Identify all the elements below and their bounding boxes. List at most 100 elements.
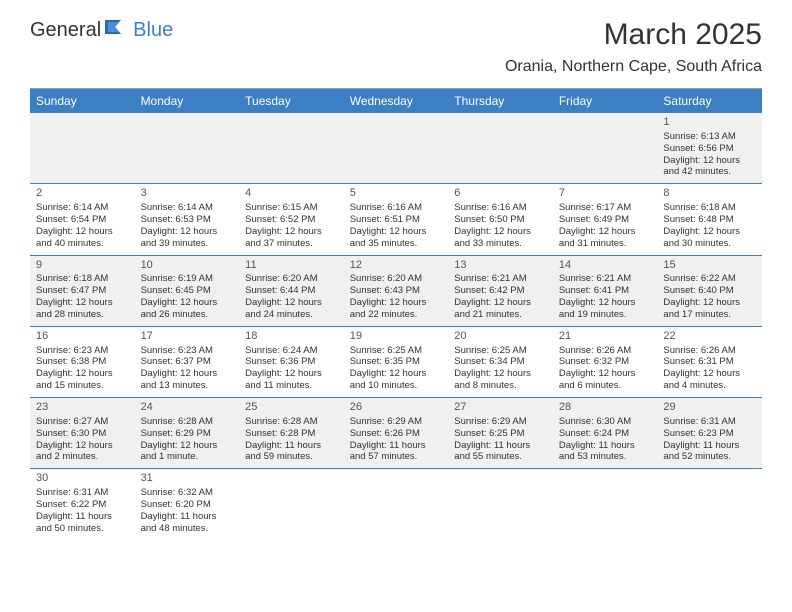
daylight-text: Daylight: 11 hours and 59 minutes. [245, 440, 338, 464]
sunset-text: Sunset: 6:20 PM [141, 499, 234, 511]
day-number: 12 [350, 259, 443, 273]
daylight-text: Daylight: 12 hours and 40 minutes. [36, 226, 129, 250]
day-cell-empty [135, 113, 240, 184]
sunset-text: Sunset: 6:42 PM [454, 285, 547, 297]
sunset-text: Sunset: 6:44 PM [245, 285, 338, 297]
sunset-text: Sunset: 6:24 PM [559, 428, 652, 440]
day-cell: 11Sunrise: 6:20 AMSunset: 6:44 PMDayligh… [239, 256, 344, 327]
week-row: 9Sunrise: 6:18 AMSunset: 6:47 PMDaylight… [30, 256, 762, 327]
daylight-text: Daylight: 12 hours and 24 minutes. [245, 297, 338, 321]
daylight-text: Daylight: 12 hours and 31 minutes. [559, 226, 652, 250]
sunset-text: Sunset: 6:52 PM [245, 214, 338, 226]
sunset-text: Sunset: 6:26 PM [350, 428, 443, 440]
daylight-text: Daylight: 12 hours and 15 minutes. [36, 368, 129, 392]
sunrise-text: Sunrise: 6:23 AM [141, 345, 234, 357]
day-cell-empty [344, 113, 449, 184]
day-number: 18 [245, 330, 338, 344]
day-number: 19 [350, 330, 443, 344]
day-number: 7 [559, 187, 652, 201]
sunrise-text: Sunrise: 6:13 AM [663, 131, 756, 143]
sunrise-text: Sunrise: 6:19 AM [141, 273, 234, 285]
day-number: 16 [36, 330, 129, 344]
sunset-text: Sunset: 6:45 PM [141, 285, 234, 297]
sunrise-text: Sunrise: 6:20 AM [350, 273, 443, 285]
day-header-cell: Sunday [30, 89, 135, 113]
day-cell: 16Sunrise: 6:23 AMSunset: 6:38 PMDayligh… [30, 327, 135, 398]
sunrise-text: Sunrise: 6:29 AM [350, 416, 443, 428]
logo-text-general: General [30, 19, 101, 42]
week-row: 16Sunrise: 6:23 AMSunset: 6:38 PMDayligh… [30, 327, 762, 398]
daylight-text: Daylight: 11 hours and 52 minutes. [663, 440, 756, 464]
daylight-text: Daylight: 12 hours and 21 minutes. [454, 297, 547, 321]
calendar: SundayMondayTuesdayWednesdayThursdayFrid… [30, 88, 762, 540]
day-cell: 8Sunrise: 6:18 AMSunset: 6:48 PMDaylight… [657, 184, 762, 255]
sunset-text: Sunset: 6:53 PM [141, 214, 234, 226]
day-cell: 14Sunrise: 6:21 AMSunset: 6:41 PMDayligh… [553, 256, 658, 327]
day-cell-empty [657, 469, 762, 539]
sunrise-text: Sunrise: 6:14 AM [36, 202, 129, 214]
sunrise-text: Sunrise: 6:27 AM [36, 416, 129, 428]
sunset-text: Sunset: 6:50 PM [454, 214, 547, 226]
day-cell: 12Sunrise: 6:20 AMSunset: 6:43 PMDayligh… [344, 256, 449, 327]
day-number: 27 [454, 401, 547, 415]
day-cell: 31Sunrise: 6:32 AMSunset: 6:20 PMDayligh… [135, 469, 240, 539]
sunrise-text: Sunrise: 6:23 AM [36, 345, 129, 357]
day-number: 4 [245, 187, 338, 201]
week-row: 1Sunrise: 6:13 AMSunset: 6:56 PMDaylight… [30, 113, 762, 184]
sunrise-text: Sunrise: 6:28 AM [141, 416, 234, 428]
sunset-text: Sunset: 6:43 PM [350, 285, 443, 297]
daylight-text: Daylight: 12 hours and 39 minutes. [141, 226, 234, 250]
day-cell: 9Sunrise: 6:18 AMSunset: 6:47 PMDaylight… [30, 256, 135, 327]
sunset-text: Sunset: 6:48 PM [663, 214, 756, 226]
day-header-cell: Friday [553, 89, 658, 113]
sunset-text: Sunset: 6:36 PM [245, 356, 338, 368]
day-number: 11 [245, 259, 338, 273]
sunset-text: Sunset: 6:54 PM [36, 214, 129, 226]
daylight-text: Daylight: 12 hours and 42 minutes. [663, 155, 756, 179]
sunset-text: Sunset: 6:49 PM [559, 214, 652, 226]
daylight-text: Daylight: 12 hours and 4 minutes. [663, 368, 756, 392]
day-number: 17 [141, 330, 234, 344]
location: Orania, Northern Cape, South Africa [505, 58, 762, 76]
day-cell: 30Sunrise: 6:31 AMSunset: 6:22 PMDayligh… [30, 469, 135, 539]
sunrise-text: Sunrise: 6:25 AM [454, 345, 547, 357]
sunrise-text: Sunrise: 6:20 AM [245, 273, 338, 285]
day-number: 29 [663, 401, 756, 415]
month-title: March 2025 [505, 18, 762, 52]
daylight-text: Daylight: 12 hours and 6 minutes. [559, 368, 652, 392]
sunrise-text: Sunrise: 6:16 AM [350, 202, 443, 214]
day-cell: 22Sunrise: 6:26 AMSunset: 6:31 PMDayligh… [657, 327, 762, 398]
day-cell: 15Sunrise: 6:22 AMSunset: 6:40 PMDayligh… [657, 256, 762, 327]
day-cell: 24Sunrise: 6:28 AMSunset: 6:29 PMDayligh… [135, 398, 240, 469]
daylight-text: Daylight: 12 hours and 8 minutes. [454, 368, 547, 392]
day-cell: 1Sunrise: 6:13 AMSunset: 6:56 PMDaylight… [657, 113, 762, 184]
weeks-container: 1Sunrise: 6:13 AMSunset: 6:56 PMDaylight… [30, 113, 762, 540]
day-cell: 19Sunrise: 6:25 AMSunset: 6:35 PMDayligh… [344, 327, 449, 398]
sunset-text: Sunset: 6:29 PM [141, 428, 234, 440]
sunset-text: Sunset: 6:35 PM [350, 356, 443, 368]
daylight-text: Daylight: 11 hours and 48 minutes. [141, 511, 234, 535]
sunset-text: Sunset: 6:56 PM [663, 143, 756, 155]
day-number: 5 [350, 187, 443, 201]
day-cell-empty [448, 469, 553, 539]
day-number: 1 [663, 116, 756, 130]
day-cell: 27Sunrise: 6:29 AMSunset: 6:25 PMDayligh… [448, 398, 553, 469]
day-number: 20 [454, 330, 547, 344]
day-cell-empty [239, 469, 344, 539]
day-cell: 10Sunrise: 6:19 AMSunset: 6:45 PMDayligh… [135, 256, 240, 327]
daylight-text: Daylight: 11 hours and 50 minutes. [36, 511, 129, 535]
day-cell: 2Sunrise: 6:14 AMSunset: 6:54 PMDaylight… [30, 184, 135, 255]
sunrise-text: Sunrise: 6:26 AM [559, 345, 652, 357]
sunset-text: Sunset: 6:37 PM [141, 356, 234, 368]
day-header-cell: Monday [135, 89, 240, 113]
daylight-text: Daylight: 11 hours and 53 minutes. [559, 440, 652, 464]
day-cell-empty [344, 469, 449, 539]
header: General Blue March 2025 Orania, Northern… [0, 0, 792, 82]
sunrise-text: Sunrise: 6:28 AM [245, 416, 338, 428]
sunrise-text: Sunrise: 6:18 AM [663, 202, 756, 214]
daylight-text: Daylight: 12 hours and 28 minutes. [36, 297, 129, 321]
day-number: 30 [36, 472, 129, 486]
day-cell: 28Sunrise: 6:30 AMSunset: 6:24 PMDayligh… [553, 398, 658, 469]
daylight-text: Daylight: 12 hours and 1 minute. [141, 440, 234, 464]
sunrise-text: Sunrise: 6:21 AM [454, 273, 547, 285]
